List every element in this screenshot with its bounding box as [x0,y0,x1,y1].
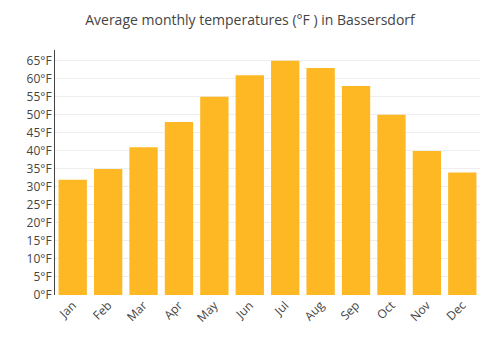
svg-text:30°F: 30°F [27,178,52,195]
svg-text:50°F: 50°F [27,106,52,123]
svg-text:0°F: 0°F [33,286,51,303]
svg-text:35°F: 35°F [27,160,52,177]
svg-text:40°F: 40°F [27,142,52,159]
svg-text:Nov: Nov [406,297,434,325]
svg-text:Feb: Feb [89,297,115,323]
svg-text:5°F: 5°F [33,268,51,285]
svg-text:Aug: Aug [300,297,328,325]
svg-text:Sep: Sep [336,297,363,324]
svg-text:20°F: 20°F [27,214,52,231]
svg-text:25°F: 25°F [27,196,52,213]
svg-text:Oct: Oct [373,297,399,323]
svg-text:55°F: 55°F [27,88,52,105]
svg-text:Apr: Apr [160,297,186,323]
svg-text:Dec: Dec [442,297,469,324]
svg-text:Average monthly temperatures (: Average monthly temperatures (°F ) in Ba… [85,10,416,29]
svg-text:Jan: Jan [55,297,80,322]
svg-text:10°F: 10°F [27,250,52,267]
svg-text:60°F: 60°F [27,70,52,87]
svg-text:Mar: Mar [123,297,151,325]
svg-text:65°F: 65°F [27,52,52,69]
svg-text:15°F: 15°F [27,232,52,249]
svg-text:Jun: Jun [231,297,256,322]
svg-text:45°F: 45°F [27,124,52,141]
svg-text:Jul: Jul [270,297,292,319]
svg-text:May: May [193,296,222,325]
